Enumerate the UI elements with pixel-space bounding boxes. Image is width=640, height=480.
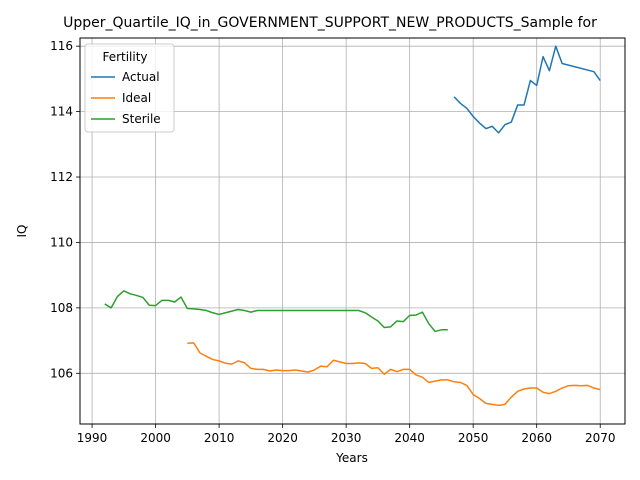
grid-lines xyxy=(80,38,625,424)
y-tick-label: 108 xyxy=(50,301,73,315)
x-tick-label: 2010 xyxy=(204,431,235,445)
x-tick-label: 2070 xyxy=(585,431,616,445)
x-tick-label: 2040 xyxy=(394,431,425,445)
legend-box xyxy=(84,43,175,133)
y-tick-label: 106 xyxy=(50,366,73,380)
x-tick-label: 2060 xyxy=(521,431,552,445)
axis-ticks: 1990 2000 2010 2020 2030 2040 2050 2060 2070 106 1… xyxy=(50,39,615,445)
series-line-sterile xyxy=(104,290,448,333)
y-tick-label: 110 xyxy=(50,235,73,249)
y-tick-label: 116 xyxy=(50,39,73,53)
series-line-actual xyxy=(453,45,601,134)
x-axis-label: Years xyxy=(335,451,368,465)
series-layer xyxy=(104,45,601,407)
x-tick-label: 2000 xyxy=(140,431,171,445)
chart-title: Upper_Quartile_IQ_in_GOVERNMENT_SUPPORT_… xyxy=(63,15,597,31)
x-tick-label: 1990 xyxy=(77,431,108,445)
y-tick-label: 112 xyxy=(50,170,73,184)
y-axis-label: IQ xyxy=(15,225,29,238)
legend-label: Sterile xyxy=(122,112,161,126)
plot-frame xyxy=(79,37,626,425)
x-tick-label: 2020 xyxy=(267,431,298,445)
legend-label: Actual xyxy=(122,70,160,84)
x-tick-label: 2050 xyxy=(458,431,489,445)
y-tick-label: 114 xyxy=(50,105,73,119)
series-line-ideal xyxy=(187,342,601,407)
legend-title: Fertility xyxy=(102,50,147,64)
legend: Fertility Actual Ideal Sterile xyxy=(84,43,175,133)
legend-label: Ideal xyxy=(122,91,151,105)
x-tick-label: 2030 xyxy=(331,431,362,445)
